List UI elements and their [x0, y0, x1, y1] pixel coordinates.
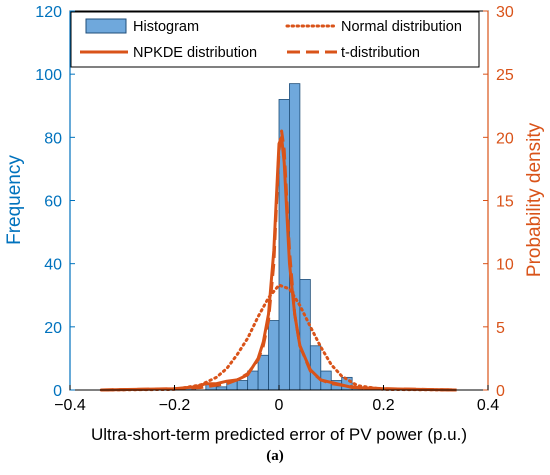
right-tick-label: 5: [496, 320, 505, 337]
left-tick-label: 0: [53, 383, 62, 400]
right-tick-label: 30: [496, 4, 514, 21]
right-tick-label: 25: [496, 67, 514, 84]
series-line-normal-distribution: [99, 283, 459, 392]
right-tick-label: 15: [496, 194, 514, 211]
figure-caption: (a): [266, 448, 284, 464]
left-tick-label: 80: [44, 130, 62, 147]
left-tick-label: 40: [44, 257, 62, 274]
x-tick-label: −0.4: [54, 397, 86, 414]
right-axis-label: Probability density: [524, 122, 545, 277]
x-tick-label: −0.2: [159, 397, 191, 414]
legend-swatch-histogram: [85, 18, 127, 34]
x-axis: −0.4 −0.2 0 0.2 0.4: [54, 385, 499, 414]
left-tick-label: 120: [35, 4, 62, 21]
x-tick-label: 0.4: [477, 397, 499, 414]
legend-label-npkde: NPKDE distribution: [133, 45, 257, 61]
left-tick-label: 20: [44, 320, 62, 337]
histogram-bar: [309, 345, 322, 391]
left-axis: 0 20 40 60 80 100 120: [35, 4, 75, 400]
legend-label-normal: Normal distribution: [341, 19, 462, 35]
right-axis: 0 5 10 15 20 25 30: [483, 4, 514, 400]
right-tick-label: 0: [496, 383, 505, 400]
right-tick-label: 20: [496, 130, 514, 147]
legend-label-t: t-distribution: [341, 45, 420, 61]
left-tick-label: 60: [44, 194, 62, 211]
legend-box: [70, 11, 480, 68]
left-tick-label: 100: [35, 67, 62, 84]
x-tick-label: 0.2: [372, 397, 394, 414]
distribution-curves: [99, 129, 459, 392]
histogram-bar: [299, 279, 311, 391]
histogram-bar: [268, 320, 280, 391]
histogram-bar: [236, 380, 249, 391]
right-tick-label: 10: [496, 257, 514, 274]
left-axis-label: Frequency: [4, 155, 25, 245]
legend: Histogram Normal distribution NPKDE dist…: [70, 11, 480, 68]
legend-label-histogram: Histogram: [133, 19, 199, 35]
x-tick-label: 0: [275, 397, 284, 414]
x-axis-label: Ultra-short-term predicted error of PV p…: [91, 425, 467, 444]
histogram-bar: [257, 354, 269, 391]
series-line-t-distribution: [101, 129, 457, 392]
